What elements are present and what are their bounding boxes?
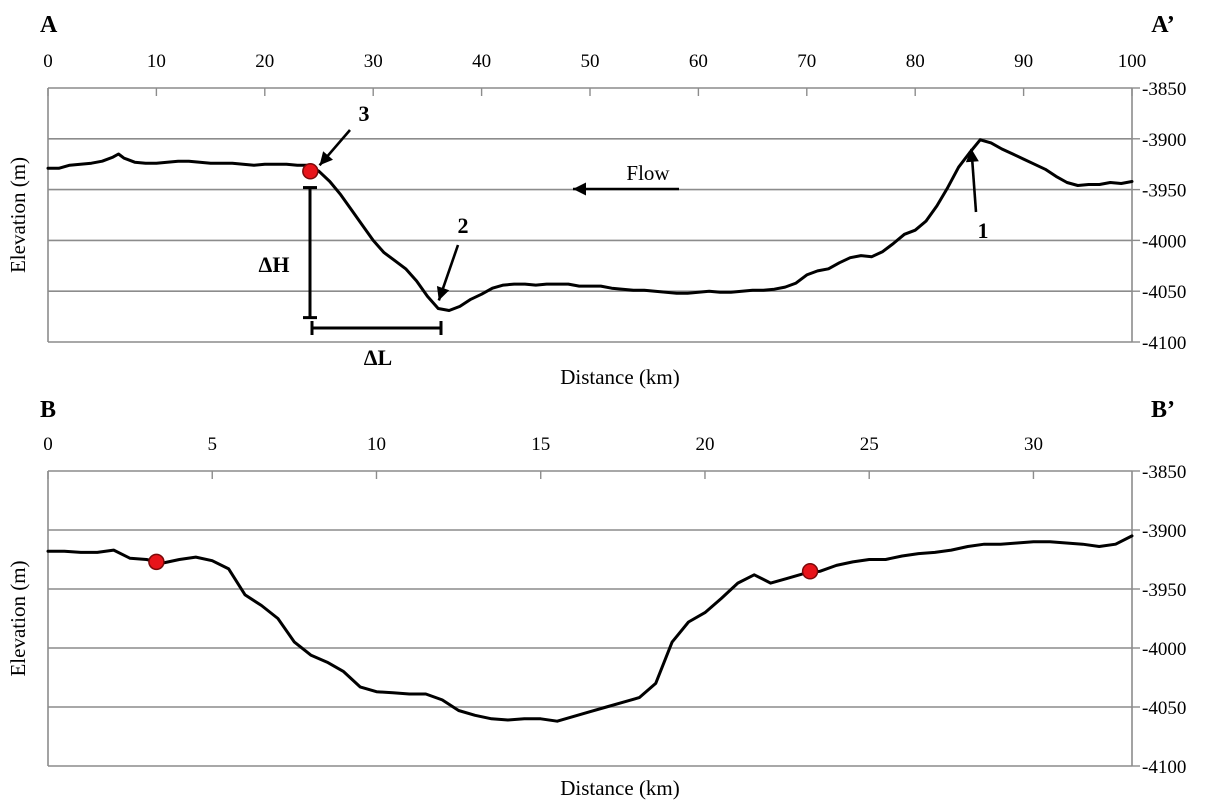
y-axis-label: Elevation (m) [6,560,30,676]
x-tick-label: 60 [689,51,708,72]
chart-panel-a: -3850 -3900 -3950 -4000 -4050 -4100 0 10 20 30 40 5… [6,12,1186,389]
x-tick-label: 10 [367,434,386,455]
annotation-arrow-3-head [319,151,333,166]
elevation-profile-line [46,534,1134,723]
y-tick-label: -3900 [1142,521,1186,542]
y-tick-label: -4100 [1142,333,1186,354]
y-tick-label: -3900 [1142,130,1186,151]
annotation-label-2: 2 [458,213,469,238]
delta-h-label: ΔH [259,252,290,277]
y-tick-label: -3850 [1142,462,1186,483]
x-tick-label: 30 [1024,434,1043,455]
y-tick-label: -4000 [1142,639,1186,660]
red-point-marker [148,553,165,571]
y-tick-label: -3850 [1142,79,1186,100]
x-tick-label: 0 [43,434,53,455]
x-axis-label: Distance (km) [560,365,680,389]
flow-arrow-head [573,182,586,196]
x-tick-label: 30 [364,51,383,72]
y-tick-label: -3950 [1142,580,1186,601]
panel-letter-right: A’ [1151,12,1175,38]
red-point-marker [801,563,819,580]
x-tick-label: 40 [472,51,491,72]
y-tick-label: -4050 [1142,698,1186,719]
x-axis-label: Distance (km) [560,776,680,800]
x-tick-label: 10 [147,51,166,72]
x-tick-label: 0 [43,51,53,72]
x-tick-label: 70 [797,51,816,72]
annotation-arrow-2-head [436,286,450,301]
chart-panel-b: -3850 -3900 -3950 -4000 -4050 -4100 0 5 10 15 20 25… [6,397,1186,800]
x-tick-label: 100 [1118,51,1147,72]
annotation-label-3: 3 [359,101,370,126]
annotation-label-1: 1 [978,218,989,243]
delta-l-label: ΔL [364,345,392,370]
annotation-arrow-1-head [965,148,979,163]
y-tick-label: -3950 [1142,181,1186,202]
y-tick-label: -4050 [1142,282,1186,303]
y-tick-label: -4000 [1142,231,1186,252]
x-tick-label: 90 [1014,51,1033,72]
flow-label: Flow [626,161,670,185]
x-tick-label: 50 [581,51,600,72]
x-tick-label: 20 [255,51,274,72]
y-axis-label: Elevation (m) [6,157,30,273]
panel-letter-right: B’ [1151,397,1175,423]
x-tick-label: 5 [207,434,217,455]
elevation-profile-line [46,138,1134,312]
x-tick-label: 20 [695,434,714,455]
red-point-marker [302,163,319,180]
x-tick-label: 25 [860,434,879,455]
panel-letter-left: B [40,397,56,423]
x-tick-label: 80 [906,51,925,72]
y-tick-label: -4100 [1142,757,1186,778]
panel-letter-left: A [40,12,58,38]
x-tick-label: 15 [531,434,550,455]
